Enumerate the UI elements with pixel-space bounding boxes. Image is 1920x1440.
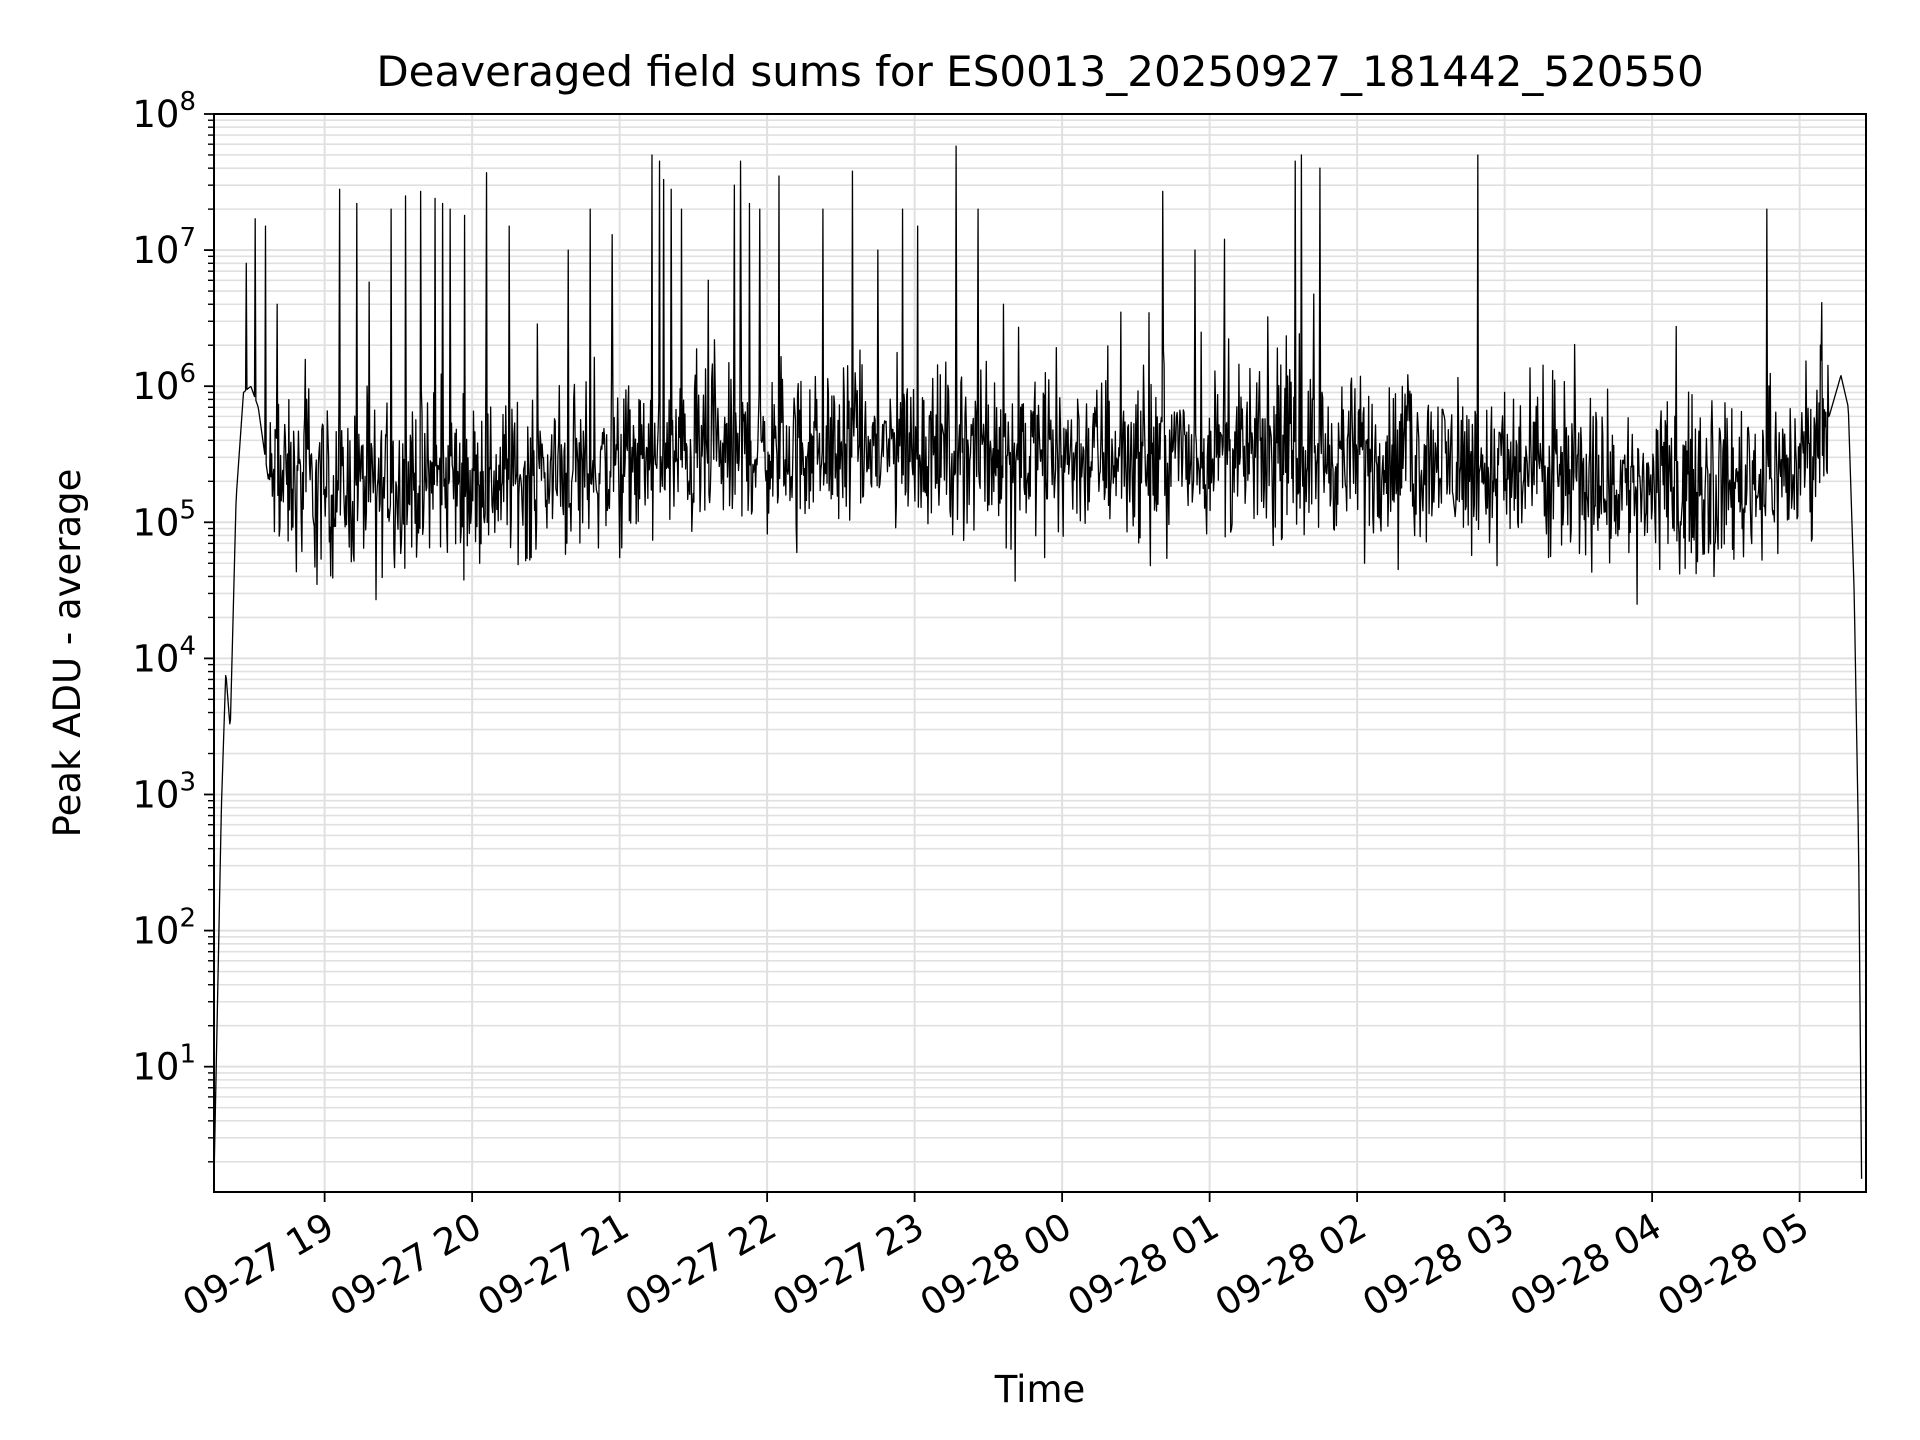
- y-tick-label: 102: [132, 904, 196, 953]
- plot-background: [214, 114, 1866, 1192]
- plot-area: [213, 113, 1867, 1193]
- y-axis-ticks: 101 102 103 104 105 106 107 108: [132, 87, 214, 1163]
- series-line: [213, 145, 1863, 1179]
- y-axis-label: Peak ADU - average: [46, 469, 89, 838]
- y-tick-label: 103: [132, 767, 196, 816]
- series-layer: [213, 145, 1863, 1179]
- y-tick-label: 108: [132, 87, 196, 136]
- chart-title: Deaveraged field sums for ES0013_2025092…: [376, 47, 1703, 96]
- y-tick-label: 106: [132, 359, 196, 408]
- y-tick-label: 101: [132, 1040, 196, 1089]
- y-tick-label: 107: [132, 223, 196, 272]
- y-tick-label: 104: [132, 631, 196, 680]
- plot-frame: [213, 113, 1867, 1193]
- x-axis-label: Time: [994, 1368, 1086, 1411]
- y-tick-label: 105: [132, 495, 196, 544]
